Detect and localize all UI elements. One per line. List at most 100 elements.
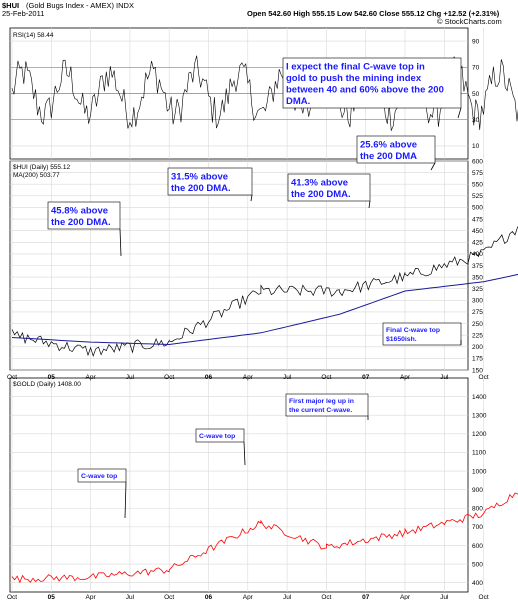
x-tick-label: Jul xyxy=(440,594,449,600)
rsi-note-text: DMA. xyxy=(286,96,310,107)
hui-note-4-box xyxy=(356,135,436,164)
rsi-line xyxy=(11,55,518,132)
y-tick-label: 700 xyxy=(472,524,483,531)
y-tick-label: 90 xyxy=(472,38,480,45)
x-tick-label: Jul xyxy=(126,374,135,381)
watermark: © StockCharts.com xyxy=(437,17,502,26)
y-tick-label: 200 xyxy=(472,344,483,351)
hui-note-2-text: the 200 DMA. xyxy=(171,183,231,194)
hui-note-3-box xyxy=(287,173,371,202)
x-tick-label: Jul xyxy=(440,374,449,381)
y-tick-label: 900 xyxy=(472,487,483,494)
rsi-note-text: I expect the final C-wave top in xyxy=(286,62,425,73)
header-name: (Gold Bugs Index - AMEX) INDX xyxy=(26,1,134,10)
x-tick-label: Oct xyxy=(7,594,17,600)
hui-note-2-text: 31.5% above xyxy=(171,172,228,183)
y-tick-label: 300 xyxy=(472,298,483,305)
y-tick-label: 400 xyxy=(472,580,483,587)
gold-note-leg-box xyxy=(285,393,369,417)
gold-note-leg-text: First major leg up in xyxy=(289,398,354,405)
x-tick-labels: Oct Oct 05 05 Apr Apr Jul Jul Oct Oct 06 06 Apr Apr Ju… xyxy=(7,374,489,600)
y-tick-label: 1400 xyxy=(472,394,487,401)
hui-note-3-text: 41.3% above xyxy=(291,178,348,189)
x-tick-label: Jul xyxy=(283,594,292,600)
hui-note-3-text: the 200 DMA. xyxy=(291,189,351,200)
x-tick-label: Jul xyxy=(283,374,292,381)
x-tick-label: Apr xyxy=(400,594,411,600)
hui-note-1-pointer xyxy=(119,228,122,257)
gold-note-c2-text: C-wave top xyxy=(199,433,235,440)
hui-note-1-text: the 200 DMA. xyxy=(51,217,111,228)
gold-panel xyxy=(9,377,469,593)
gold-note-final-text: $1650ish. xyxy=(386,336,417,343)
gold-note-c1-text: C-wave top xyxy=(81,473,117,480)
y-tick-label: 70 xyxy=(472,65,480,72)
hui-price-line xyxy=(11,226,518,357)
y-tick-label: 1300 xyxy=(472,413,487,420)
y-tick-label: 400 xyxy=(472,251,483,258)
y-tick-label: 600 xyxy=(472,543,483,550)
y-tick-label: 225 xyxy=(472,332,483,339)
hui-note-1-text: 45.8% above xyxy=(51,206,108,217)
ma-legend: MA(200) 503.77 xyxy=(13,172,60,179)
gold-price-line xyxy=(11,492,518,584)
gold-note-c2-box xyxy=(195,428,245,443)
y-tick-labels: 10 30 50 70 90 150 175 200 225 250 275 300 325 350 375… xyxy=(472,38,487,587)
x-tick-label: Oct xyxy=(321,594,331,600)
y-tick-label: 175 xyxy=(472,356,483,363)
y-tick-label: 500 xyxy=(472,205,483,212)
y-tick-label: 30 xyxy=(472,117,480,124)
y-tick-label: 375 xyxy=(472,263,483,270)
x-tick-label: Oct xyxy=(479,374,489,381)
y-tick-label: 325 xyxy=(472,286,483,293)
gold-note-c2-pointer xyxy=(243,441,246,466)
y-tick-label: 275 xyxy=(472,309,483,316)
y-tick-label: 800 xyxy=(472,506,483,513)
x-tick-label: Apr xyxy=(400,374,411,381)
y-tick-label: 575 xyxy=(472,170,483,177)
rsi-legend: RSI(14) 58.44 xyxy=(13,32,54,39)
y-tick-label: 425 xyxy=(472,240,483,247)
rsi-note-box xyxy=(282,57,462,109)
y-tick-label: 525 xyxy=(472,193,483,200)
x-tick-label: Oct xyxy=(321,374,331,381)
rsi-note-text: between 40 and 60% above the 200 xyxy=(286,85,444,96)
x-tick-label: Apr xyxy=(86,374,97,381)
hui-note-4-pointer xyxy=(430,162,436,171)
y-tick-label: 450 xyxy=(472,228,483,235)
y-tick-label: 50 xyxy=(472,91,480,98)
y-tick-label: 1200 xyxy=(472,431,487,438)
hui-note-1-box xyxy=(47,201,121,230)
header-symbol: $HUI xyxy=(2,1,19,10)
x-tick-label: 07 xyxy=(362,594,370,600)
gold-note-final-text: Final C-wave top xyxy=(386,327,440,334)
gold-note-c1-pointer xyxy=(124,481,127,519)
hui-note-3-pointer xyxy=(368,200,371,209)
y-tick-label: 150 xyxy=(472,367,483,374)
x-tick-label: 07 xyxy=(362,374,370,381)
gold-note-final-box xyxy=(382,322,462,346)
hui-legend: $HUI (Daily) 555.12 xyxy=(13,164,70,171)
x-tick-label: Apr xyxy=(243,374,254,381)
y-tick-label: 1100 xyxy=(472,450,486,457)
y-tick-label: 550 xyxy=(472,182,483,189)
hui-note-2-box xyxy=(167,167,253,196)
y-tick-label: 475 xyxy=(472,216,483,223)
x-tick-label: Jul xyxy=(126,594,135,600)
x-tick-label: Oct xyxy=(164,594,174,600)
y-tick-label: 500 xyxy=(472,561,483,568)
gold-note-leg-text: the current C-wave. xyxy=(289,407,352,414)
x-tick-label: Oct xyxy=(164,374,174,381)
rsi-note-text: gold to push the mining index xyxy=(286,73,422,84)
y-tick-label: 10 xyxy=(472,143,480,150)
header-ohlc: Open 542.60 High 555.15 Low 542.60 Close… xyxy=(247,9,500,18)
y-tick-label: 1000 xyxy=(472,468,487,475)
x-tick-label: Oct xyxy=(7,374,17,381)
gold-note-c1-box xyxy=(77,468,127,483)
hui-note-4-text: the 200 DMA xyxy=(360,151,417,162)
gold-legend: $GOLD (Daily) 1408.00 xyxy=(13,381,81,388)
x-tick-label: 06 xyxy=(205,594,213,600)
y-tick-label: 250 xyxy=(472,321,483,328)
header-date: 25-Feb-2011 xyxy=(2,9,44,18)
